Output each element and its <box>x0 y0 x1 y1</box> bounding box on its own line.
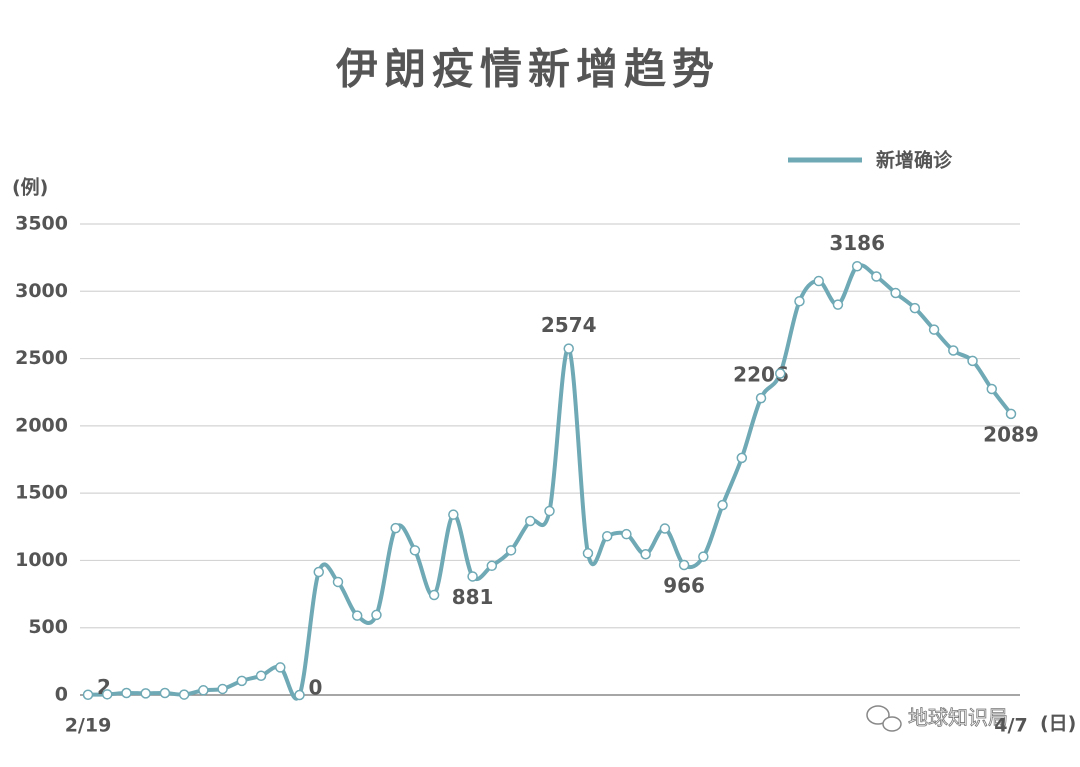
data-point <box>986 383 998 395</box>
y-tick-label: 1500 <box>15 482 68 504</box>
x-tick-label: 4/7 <box>994 715 1027 737</box>
data-point <box>275 662 286 673</box>
y-tick-label: 2000 <box>15 414 68 436</box>
watermark-icon <box>866 705 890 725</box>
data-point <box>525 515 536 527</box>
data-point <box>178 689 190 700</box>
legend-label: 新增确诊 <box>876 149 953 172</box>
data-point <box>871 271 882 282</box>
data-point <box>717 499 728 511</box>
data-point <box>832 299 844 310</box>
data-point <box>967 355 978 367</box>
data-point <box>851 261 863 272</box>
data-point <box>678 559 690 571</box>
data-point <box>890 287 901 299</box>
data-point <box>390 522 401 534</box>
data-point <box>121 687 132 699</box>
data-label: 2574 <box>541 313 597 337</box>
data-point <box>1005 408 1017 420</box>
x-tick-label: 2/19 <box>65 715 112 737</box>
data-point <box>448 509 459 520</box>
y-tick-label: 500 <box>28 616 68 638</box>
data-point <box>428 589 440 601</box>
watermark: 地球知识局 <box>866 705 1008 732</box>
data-point <box>755 392 767 404</box>
data-label: 2089 <box>983 422 1039 446</box>
x-unit: (日) <box>1040 713 1076 735</box>
data-point <box>736 452 748 464</box>
y-tick-label: 3500 <box>15 213 68 235</box>
data-point <box>563 343 574 354</box>
y-tick-label: 3000 <box>15 280 68 302</box>
y-tick-label: 1000 <box>15 549 68 571</box>
watermark-icon <box>882 716 902 732</box>
series-line <box>87 263 1013 701</box>
data-point <box>467 571 478 582</box>
data-point <box>332 576 344 588</box>
data-point <box>659 523 671 534</box>
data-point <box>409 545 421 556</box>
data-point <box>775 368 786 379</box>
data-point <box>640 548 651 560</box>
data-point <box>140 688 151 699</box>
data-point <box>198 685 209 696</box>
data-label: 3186 <box>829 231 885 255</box>
data-label: 881 <box>452 585 494 609</box>
data-point <box>255 670 267 682</box>
data-point <box>217 683 228 695</box>
data-point <box>601 530 613 542</box>
data-point <box>948 345 959 356</box>
data-point <box>101 689 113 700</box>
data-label: 966 <box>663 574 705 598</box>
data-point <box>294 689 305 701</box>
chart-title: 伊朗疫情新增趋势 <box>335 45 720 94</box>
data-point <box>813 275 824 287</box>
y-tick-label: 2500 <box>15 347 68 369</box>
data-point <box>159 687 171 699</box>
data-point <box>505 545 517 556</box>
data-point <box>486 560 498 572</box>
data-point <box>698 551 709 562</box>
data-point <box>313 566 324 578</box>
data-point <box>794 295 805 307</box>
data-point <box>351 610 363 621</box>
y-unit: (例) <box>12 176 48 199</box>
data-point <box>909 302 921 314</box>
data-point <box>82 689 94 700</box>
data-point <box>371 609 382 621</box>
data-point <box>621 528 632 540</box>
y-tick-label: 0 <box>55 684 68 706</box>
data-label: 0 <box>309 676 323 700</box>
data-point <box>544 505 555 517</box>
watermark-text: 地球知识局 <box>908 706 1008 730</box>
data-point <box>582 548 594 559</box>
data-point <box>928 324 940 335</box>
data-point <box>236 675 248 687</box>
